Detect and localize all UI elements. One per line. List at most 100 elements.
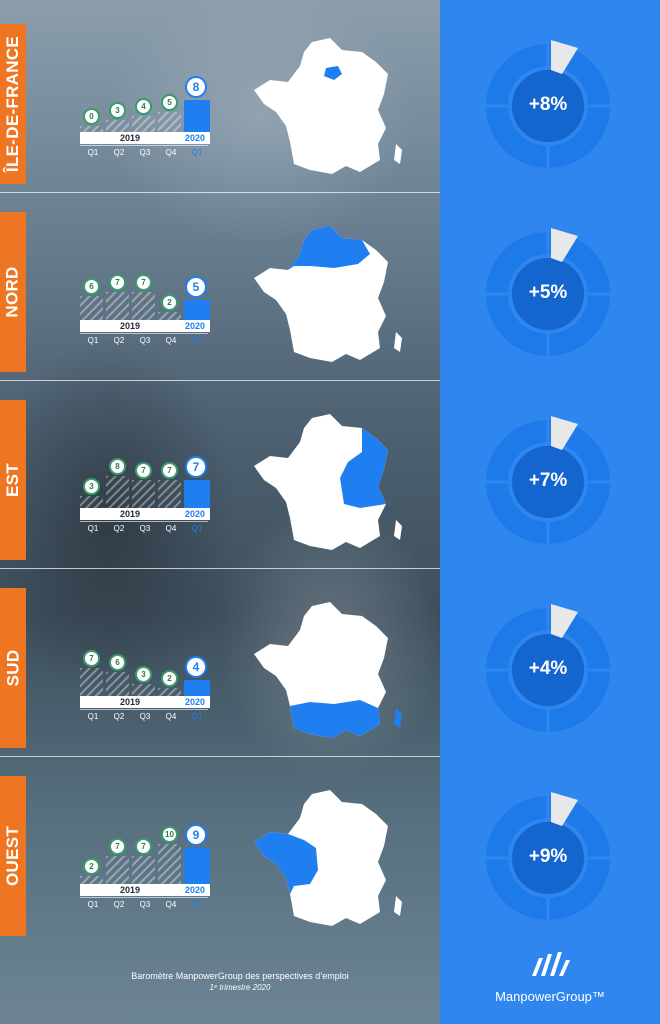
value-label-2019-q3: 7	[135, 462, 152, 479]
value-label-2019-q3: 7	[135, 274, 152, 291]
highlighted-region	[340, 428, 388, 508]
donut-center	[508, 630, 588, 710]
region-tab: OUEST	[0, 776, 26, 936]
year-2020-label: 2020	[184, 133, 206, 143]
donut-highlight-wedge	[551, 40, 578, 74]
bar-2019-q3	[132, 480, 155, 508]
manpowergroup-logo-icon	[532, 952, 570, 976]
quarterly-chart: 3 8 7 7 7 2019 2020 Q1 Q2 Q3 Q4 Q1	[80, 386, 210, 574]
bar-2019-q1	[80, 496, 103, 508]
year-axis: 2019 2020	[80, 884, 210, 896]
value-label-2019-q3: 4	[135, 98, 152, 115]
year-axis: 2019 2020	[80, 696, 210, 708]
bar-2019-q2	[106, 120, 129, 132]
footer-title: Baromètre ManpowerGroup des perspectives…	[131, 971, 349, 981]
bar-2020-q1	[184, 480, 210, 508]
region-name: EST	[3, 463, 22, 497]
year-2019-label: 2019	[119, 885, 141, 895]
bar-2019-q2	[106, 856, 129, 884]
corsica-shape	[394, 896, 402, 916]
row-divider	[0, 756, 440, 757]
quarter-label: Q1	[87, 336, 99, 345]
value-label-2019-q4: 5	[161, 94, 178, 111]
region-name: ÎLE-DE-FRANCE	[3, 35, 22, 173]
year-axis: 2019 2020	[80, 320, 210, 332]
year-axis: 2019 2020	[80, 508, 210, 520]
quarter-label: Q2	[113, 712, 125, 721]
quarter-label: Q3	[139, 900, 151, 909]
bar-2019-q2	[106, 292, 129, 320]
donut-chart	[486, 40, 610, 168]
year-2020-label: 2020	[184, 321, 206, 331]
donut-value-label: +5%	[528, 282, 568, 303]
quarter-label: Q1	[191, 148, 203, 157]
row-divider	[0, 380, 440, 381]
value-label-2019-q2: 7	[109, 838, 126, 855]
region-name: OUEST	[3, 825, 22, 887]
corsica-shape	[394, 332, 402, 352]
region-row: ÎLE-DE-FRANCE 0 3 4 5 8 2019 2020 Q1 Q2 Q3 Q4 Q1 +8%	[0, 10, 660, 198]
value-label-2019-q4: 7	[161, 462, 178, 479]
bar-2019-q4	[158, 688, 181, 696]
value-label-2019-q2: 7	[109, 274, 126, 291]
highlighted-region	[288, 226, 370, 270]
quarter-axis: Q1 Q2 Q3 Q4 Q1	[80, 333, 208, 347]
year-2019-label: 2019	[119, 133, 141, 143]
bar-2019-q3	[132, 292, 155, 320]
year-2020-label: 2020	[184, 697, 206, 707]
footer-subtitle: 1ᵉ trimestre 2020	[209, 983, 271, 992]
value-label-2020-q1: 9	[185, 824, 207, 846]
year-2020-label: 2020	[184, 509, 206, 519]
year-2020-label: 2020	[184, 885, 206, 895]
quarterly-chart: 2 7 7 10 9 2019 2020 Q1 Q2 Q3 Q4 Q1	[80, 762, 210, 950]
value-label-2020-q1: 8	[185, 76, 207, 98]
quarter-label: Q1	[87, 900, 99, 909]
bar-2020-q1	[184, 848, 210, 884]
quarter-label: Q2	[113, 148, 125, 157]
bar-2019-q2	[106, 476, 129, 508]
bar-2020-q1	[184, 100, 210, 132]
france-shape	[254, 790, 388, 926]
donut-chart	[486, 228, 610, 356]
donut-highlight-wedge	[551, 416, 578, 450]
donut-value-label: +8%	[528, 94, 568, 115]
value-label-2019-q1: 0	[83, 108, 100, 125]
quarter-axis: Q1 Q2 Q3 Q4 Q1	[80, 521, 208, 535]
value-label-2019-q2: 3	[109, 102, 126, 119]
value-label-2020-q1: 5	[185, 276, 207, 298]
region-name: SUD	[3, 649, 23, 687]
value-label-2019-q4: 2	[161, 294, 178, 311]
region-name: NORD	[3, 266, 23, 318]
value-label-2019-q1: 6	[83, 278, 100, 295]
bar-2019-q4	[158, 312, 181, 320]
value-label-2019-q4: 10	[161, 826, 178, 843]
donut-chart	[486, 416, 610, 544]
value-label-2020-q1: 4	[185, 656, 207, 678]
brand-name: ManpowerGroup™	[495, 989, 605, 1004]
highlighted-region	[324, 66, 342, 80]
value-label-2020-q1: 7	[185, 456, 207, 478]
quarter-label: Q4	[165, 712, 177, 721]
value-label-2019-q4: 2	[161, 670, 178, 687]
year-2019-label: 2019	[119, 321, 141, 331]
region-row: OUEST 2 7 7 10 9 2019 2020 Q1 Q2 Q3 Q4 Q1 +9%	[0, 756, 660, 950]
quarter-label: Q1	[87, 524, 99, 533]
france-shape	[254, 414, 388, 550]
region-tab: NORD	[0, 212, 26, 372]
quarter-label: Q4	[165, 524, 177, 533]
bar-2019-q1	[80, 876, 103, 884]
france-map	[254, 226, 402, 362]
bar-2019-q4	[158, 112, 181, 132]
highlighted-region	[254, 832, 318, 894]
donut-value-label: +9%	[528, 846, 568, 867]
quarter-label: Q4	[165, 336, 177, 345]
bar-2019-q1	[80, 296, 103, 320]
donut-highlight-wedge	[551, 604, 578, 638]
quarter-label: Q1	[87, 712, 99, 721]
quarter-label: Q1	[87, 148, 99, 157]
bar-2020-q1	[184, 680, 210, 696]
donut-center	[508, 818, 588, 898]
france-map	[254, 38, 402, 174]
row-divider	[0, 568, 440, 569]
